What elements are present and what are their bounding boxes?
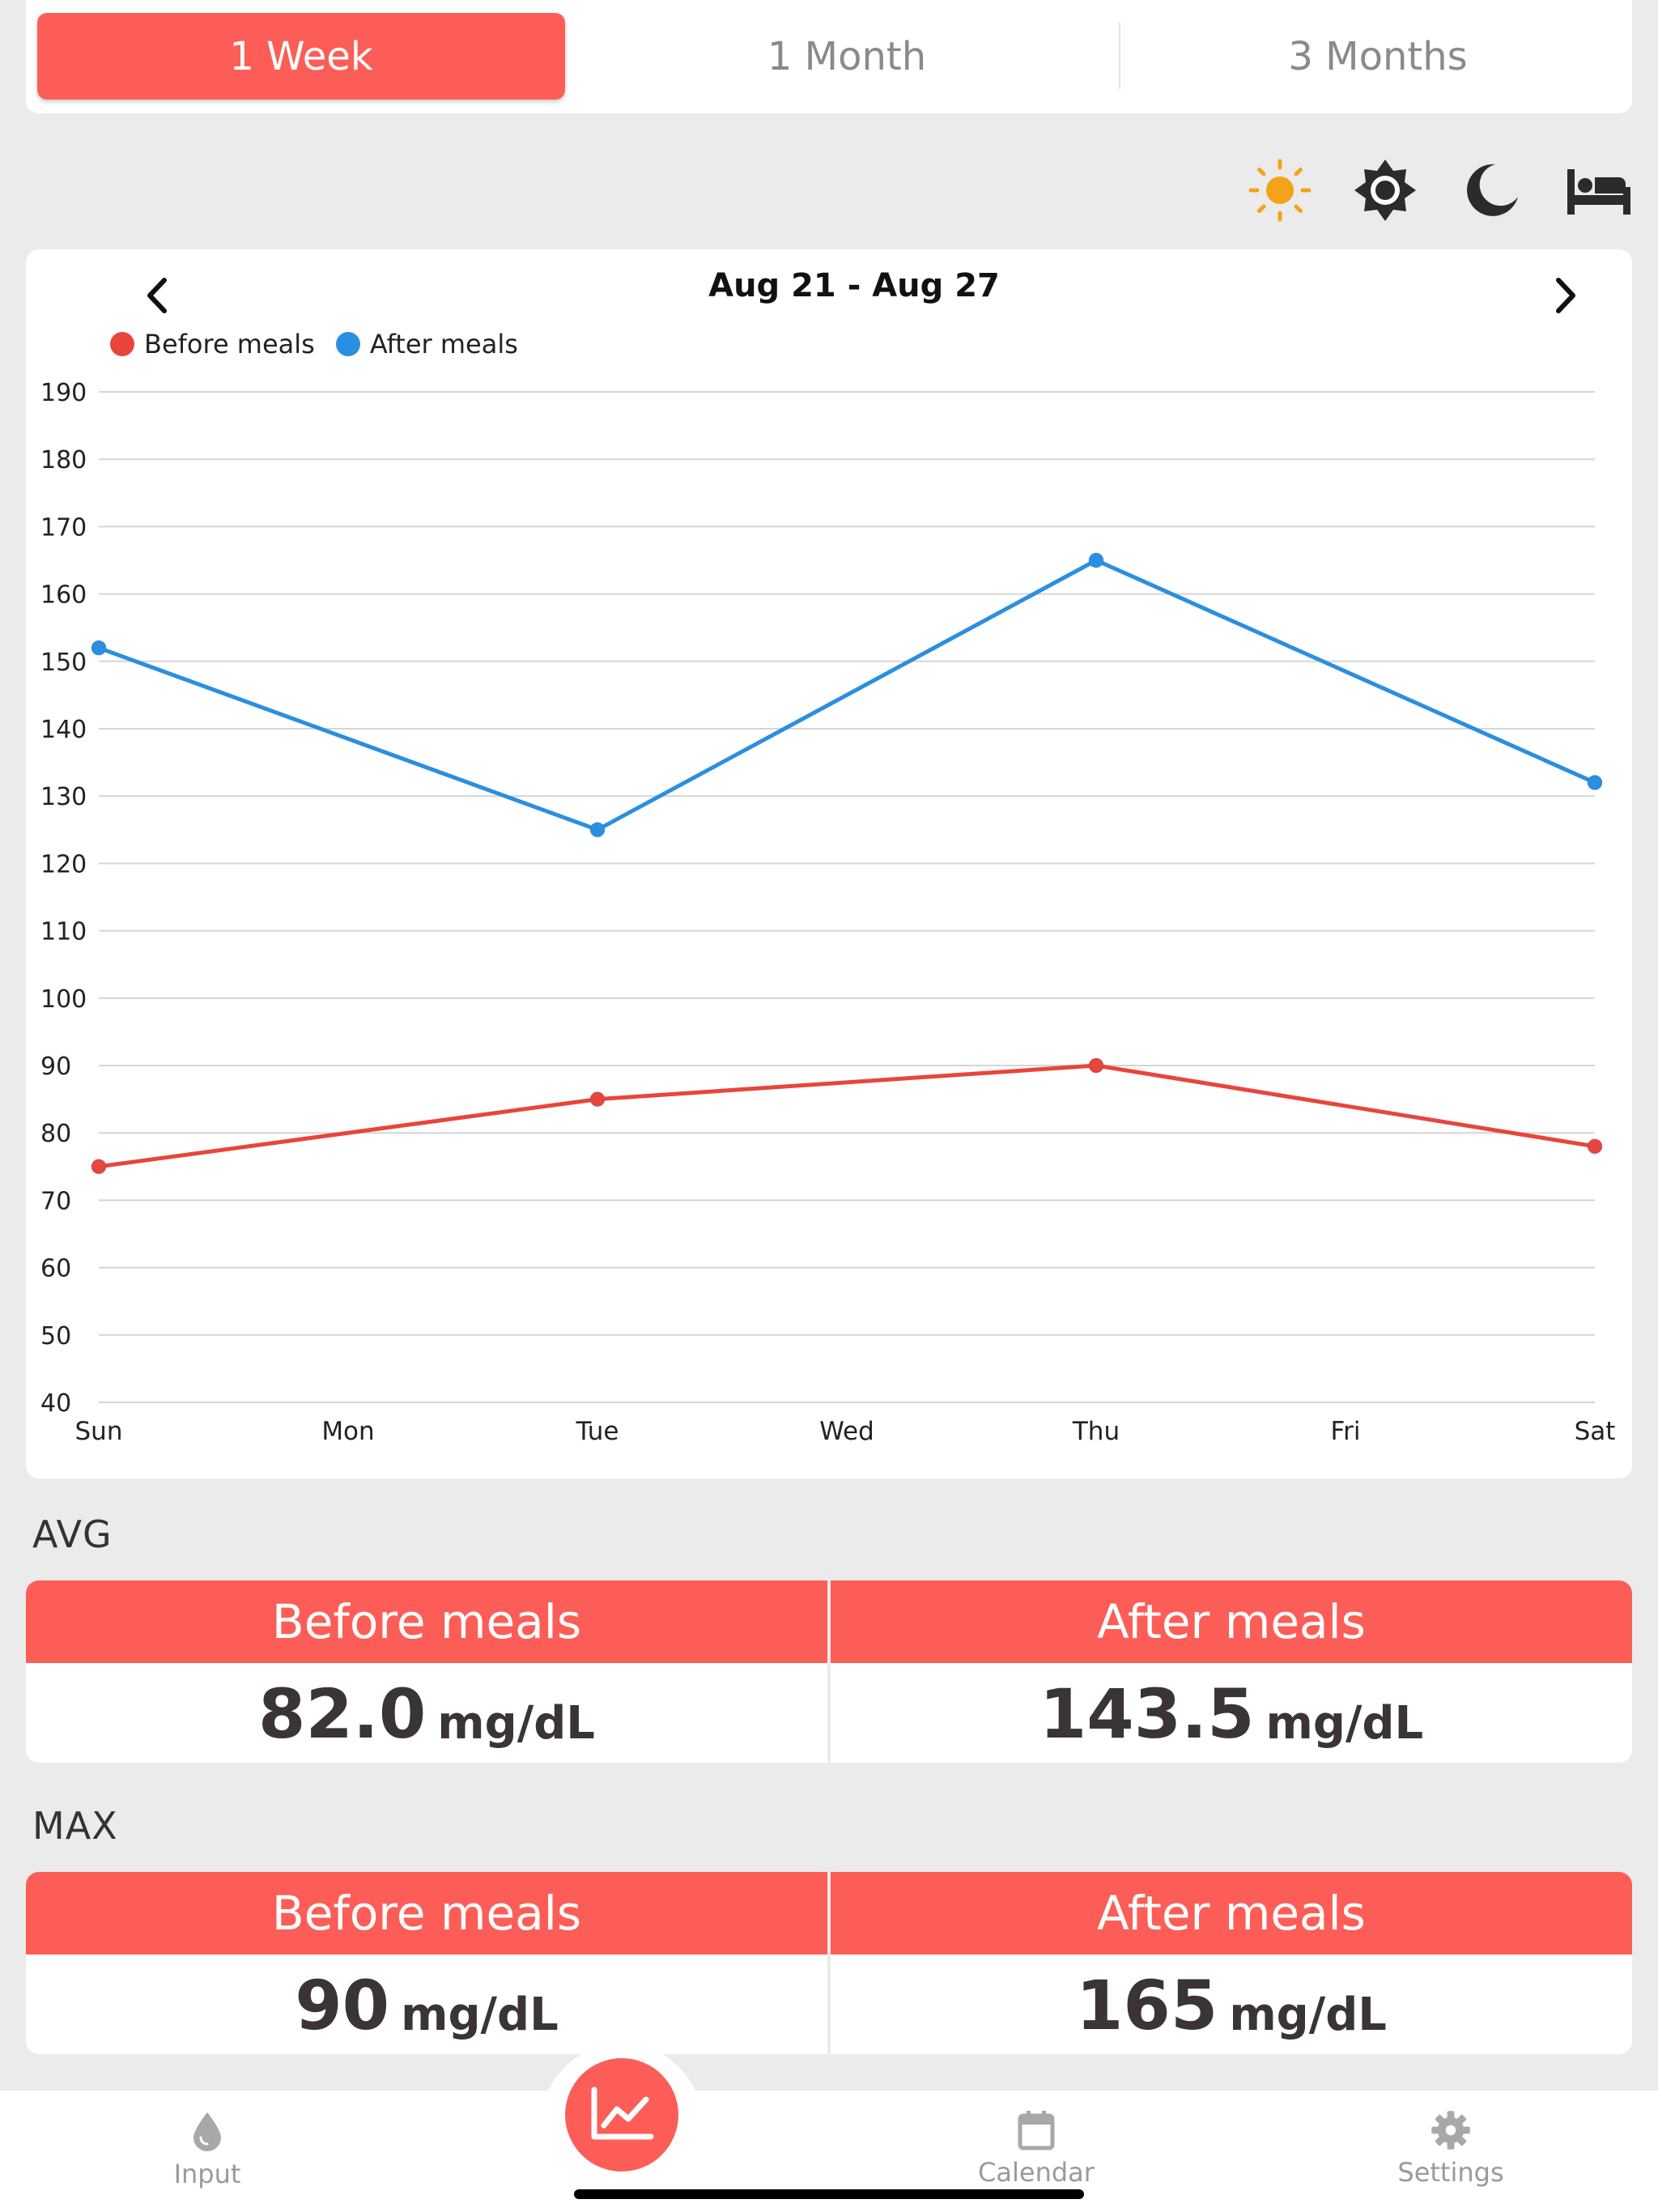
tab-calendar-label: Calendar (978, 2157, 1095, 2188)
y-tick-label: 100 (40, 985, 87, 1014)
max-column-divider (827, 1872, 831, 2054)
home-indicator (574, 2189, 1084, 2199)
brightness-icon[interactable] (1349, 154, 1422, 227)
line-chart: 190 180 170 160 150 140 130 120 110 100 90 80 70 60 50… (40, 379, 1616, 1446)
x-tick-label: Fri (1331, 1417, 1361, 1446)
x-tick-label: Mon (321, 1417, 374, 1446)
max-before-value-row: 90 mg/dL (26, 1961, 827, 2050)
y-tick-label: 40 (40, 1389, 71, 1418)
y-tick-label: 110 (40, 918, 87, 946)
max-after-value: 165 (1075, 1966, 1218, 2045)
tab-settings[interactable]: Settings (1329, 2110, 1572, 2188)
series-line-after (98, 558, 1596, 832)
y-tick-label: 140 (40, 716, 87, 744)
y-tick-label: 70 (40, 1187, 71, 1215)
y-tick-label: 150 (40, 649, 87, 677)
avg-before-value-row: 82.0 mg/dL (26, 1670, 827, 1759)
avg-before-cell: Before meals 82.0 mg/dL (26, 1580, 827, 1763)
avg-after-cell: After meals 143.5 mg/dL (831, 1580, 1632, 1763)
x-tick-label: Tue (576, 1417, 619, 1446)
legend-label-after: After meals (369, 329, 518, 359)
y-tick-label: 130 (40, 783, 87, 811)
y-tick-label: 80 (40, 1120, 71, 1148)
avg-after-label: After meals (1097, 1594, 1366, 1649)
data-point-before (1587, 1138, 1603, 1155)
legend-dot-after (335, 332, 360, 356)
max-after-label: After meals (1097, 1886, 1366, 1941)
next-week-button[interactable] (1537, 267, 1593, 324)
bed-icon[interactable] (1562, 154, 1635, 227)
max-before-label: Before meals (271, 1886, 582, 1941)
chart-title: Aug 21 - Aug 27 (708, 267, 1000, 304)
data-point-before (589, 1091, 606, 1108)
legend-item-after[interactable]: After meals (335, 329, 518, 359)
chevron-right-icon (1556, 278, 1575, 313)
max-after-cell: After meals 165 mg/dL (831, 1872, 1632, 2054)
tab-1-week[interactable]: 1 Week (37, 13, 565, 100)
max-after-value-row: 165 mg/dL (831, 1961, 1632, 2050)
data-point-before (1088, 1057, 1104, 1074)
data-point-after (1587, 775, 1603, 791)
chart-line-icon (591, 2087, 654, 2140)
tab-input[interactable]: Input (86, 2110, 329, 2189)
max-table: Before meals 90 mg/dL After meals 165 mg… (26, 1872, 1632, 2054)
calendar-icon (1018, 2111, 1055, 2150)
y-tick-label: 90 (40, 1053, 71, 1081)
tab-1-month[interactable]: 1 Month (767, 33, 927, 79)
avg-before-label: Before meals (271, 1594, 582, 1649)
avg-after-unit: mg/dL (1265, 1696, 1424, 1750)
sun-icon[interactable] (1244, 154, 1316, 227)
legend-dot-before (110, 332, 134, 356)
avg-section-label: AVG (32, 1512, 113, 1556)
series-line-before (98, 1063, 1596, 1169)
y-tick-label: 60 (40, 1255, 71, 1283)
data-point-after (91, 640, 107, 656)
x-tick-label: Thu (1072, 1417, 1120, 1446)
x-tick-label: Wed (819, 1417, 874, 1446)
avg-after-value-row: 143.5 mg/dL (831, 1670, 1632, 1759)
chevron-left-icon (147, 278, 167, 313)
max-after-unit: mg/dL (1229, 1988, 1387, 2041)
avg-table: Before meals 82.0 mg/dL After meals 143.… (26, 1580, 1632, 1763)
max-section-label: MAX (32, 1804, 118, 1848)
y-tick-label: 180 (40, 446, 87, 474)
legend-item-before[interactable]: Before meals (110, 329, 315, 359)
max-before-value: 90 (295, 1966, 390, 2045)
data-point-after (1088, 552, 1104, 568)
previous-week-button[interactable] (130, 267, 186, 324)
y-tick-label: 120 (40, 850, 87, 878)
x-tick-label: Sat (1575, 1417, 1616, 1446)
avg-before-value: 82.0 (258, 1674, 427, 1754)
tab-calendar[interactable]: Calendar (915, 2110, 1158, 2188)
legend-label-before: Before meals (144, 329, 315, 359)
tab-3-months[interactable]: 3 Months (1288, 33, 1468, 79)
moon-icon[interactable] (1456, 154, 1528, 227)
tab-input-label: Input (173, 2159, 241, 2189)
y-tick-label: 190 (40, 379, 87, 407)
y-tick-label: 170 (40, 513, 87, 542)
gear-icon (1431, 2111, 1470, 2150)
chart-legend: Before meals After meals (110, 329, 539, 359)
segment-divider (1119, 23, 1120, 89)
tab-settings-label: Settings (1397, 2157, 1504, 2188)
range-selector: 1 Week 1 Month 3 Months (26, 0, 1632, 113)
tab-chart-button[interactable] (565, 2058, 678, 2172)
max-before-unit: mg/dL (401, 1988, 559, 2041)
y-tick-label: 160 (40, 581, 87, 610)
avg-after-value: 143.5 (1039, 1674, 1255, 1754)
data-point-after (589, 822, 606, 838)
max-before-cell: Before meals 90 mg/dL (26, 1872, 827, 2054)
y-tick-label: 50 (40, 1322, 71, 1351)
x-tick-label: Sun (75, 1417, 123, 1446)
drop-icon (193, 2112, 221, 2151)
avg-column-divider (827, 1580, 831, 1763)
data-point-before (91, 1159, 107, 1175)
avg-before-unit: mg/dL (437, 1696, 595, 1750)
